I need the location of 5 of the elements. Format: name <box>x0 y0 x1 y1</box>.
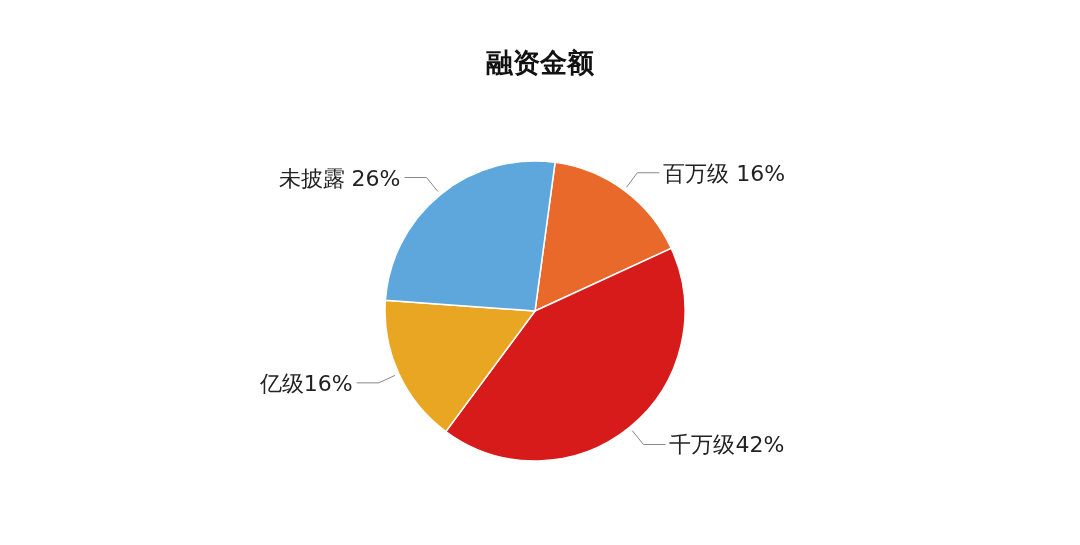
slice-label: 百万级 16% <box>663 160 786 186</box>
slice-label: 千万级42% <box>669 432 785 458</box>
slice-label: 未披露 26% <box>278 165 401 191</box>
slice-label: 亿级16% <box>258 370 353 396</box>
chart-title: 融资金额 <box>486 47 595 78</box>
